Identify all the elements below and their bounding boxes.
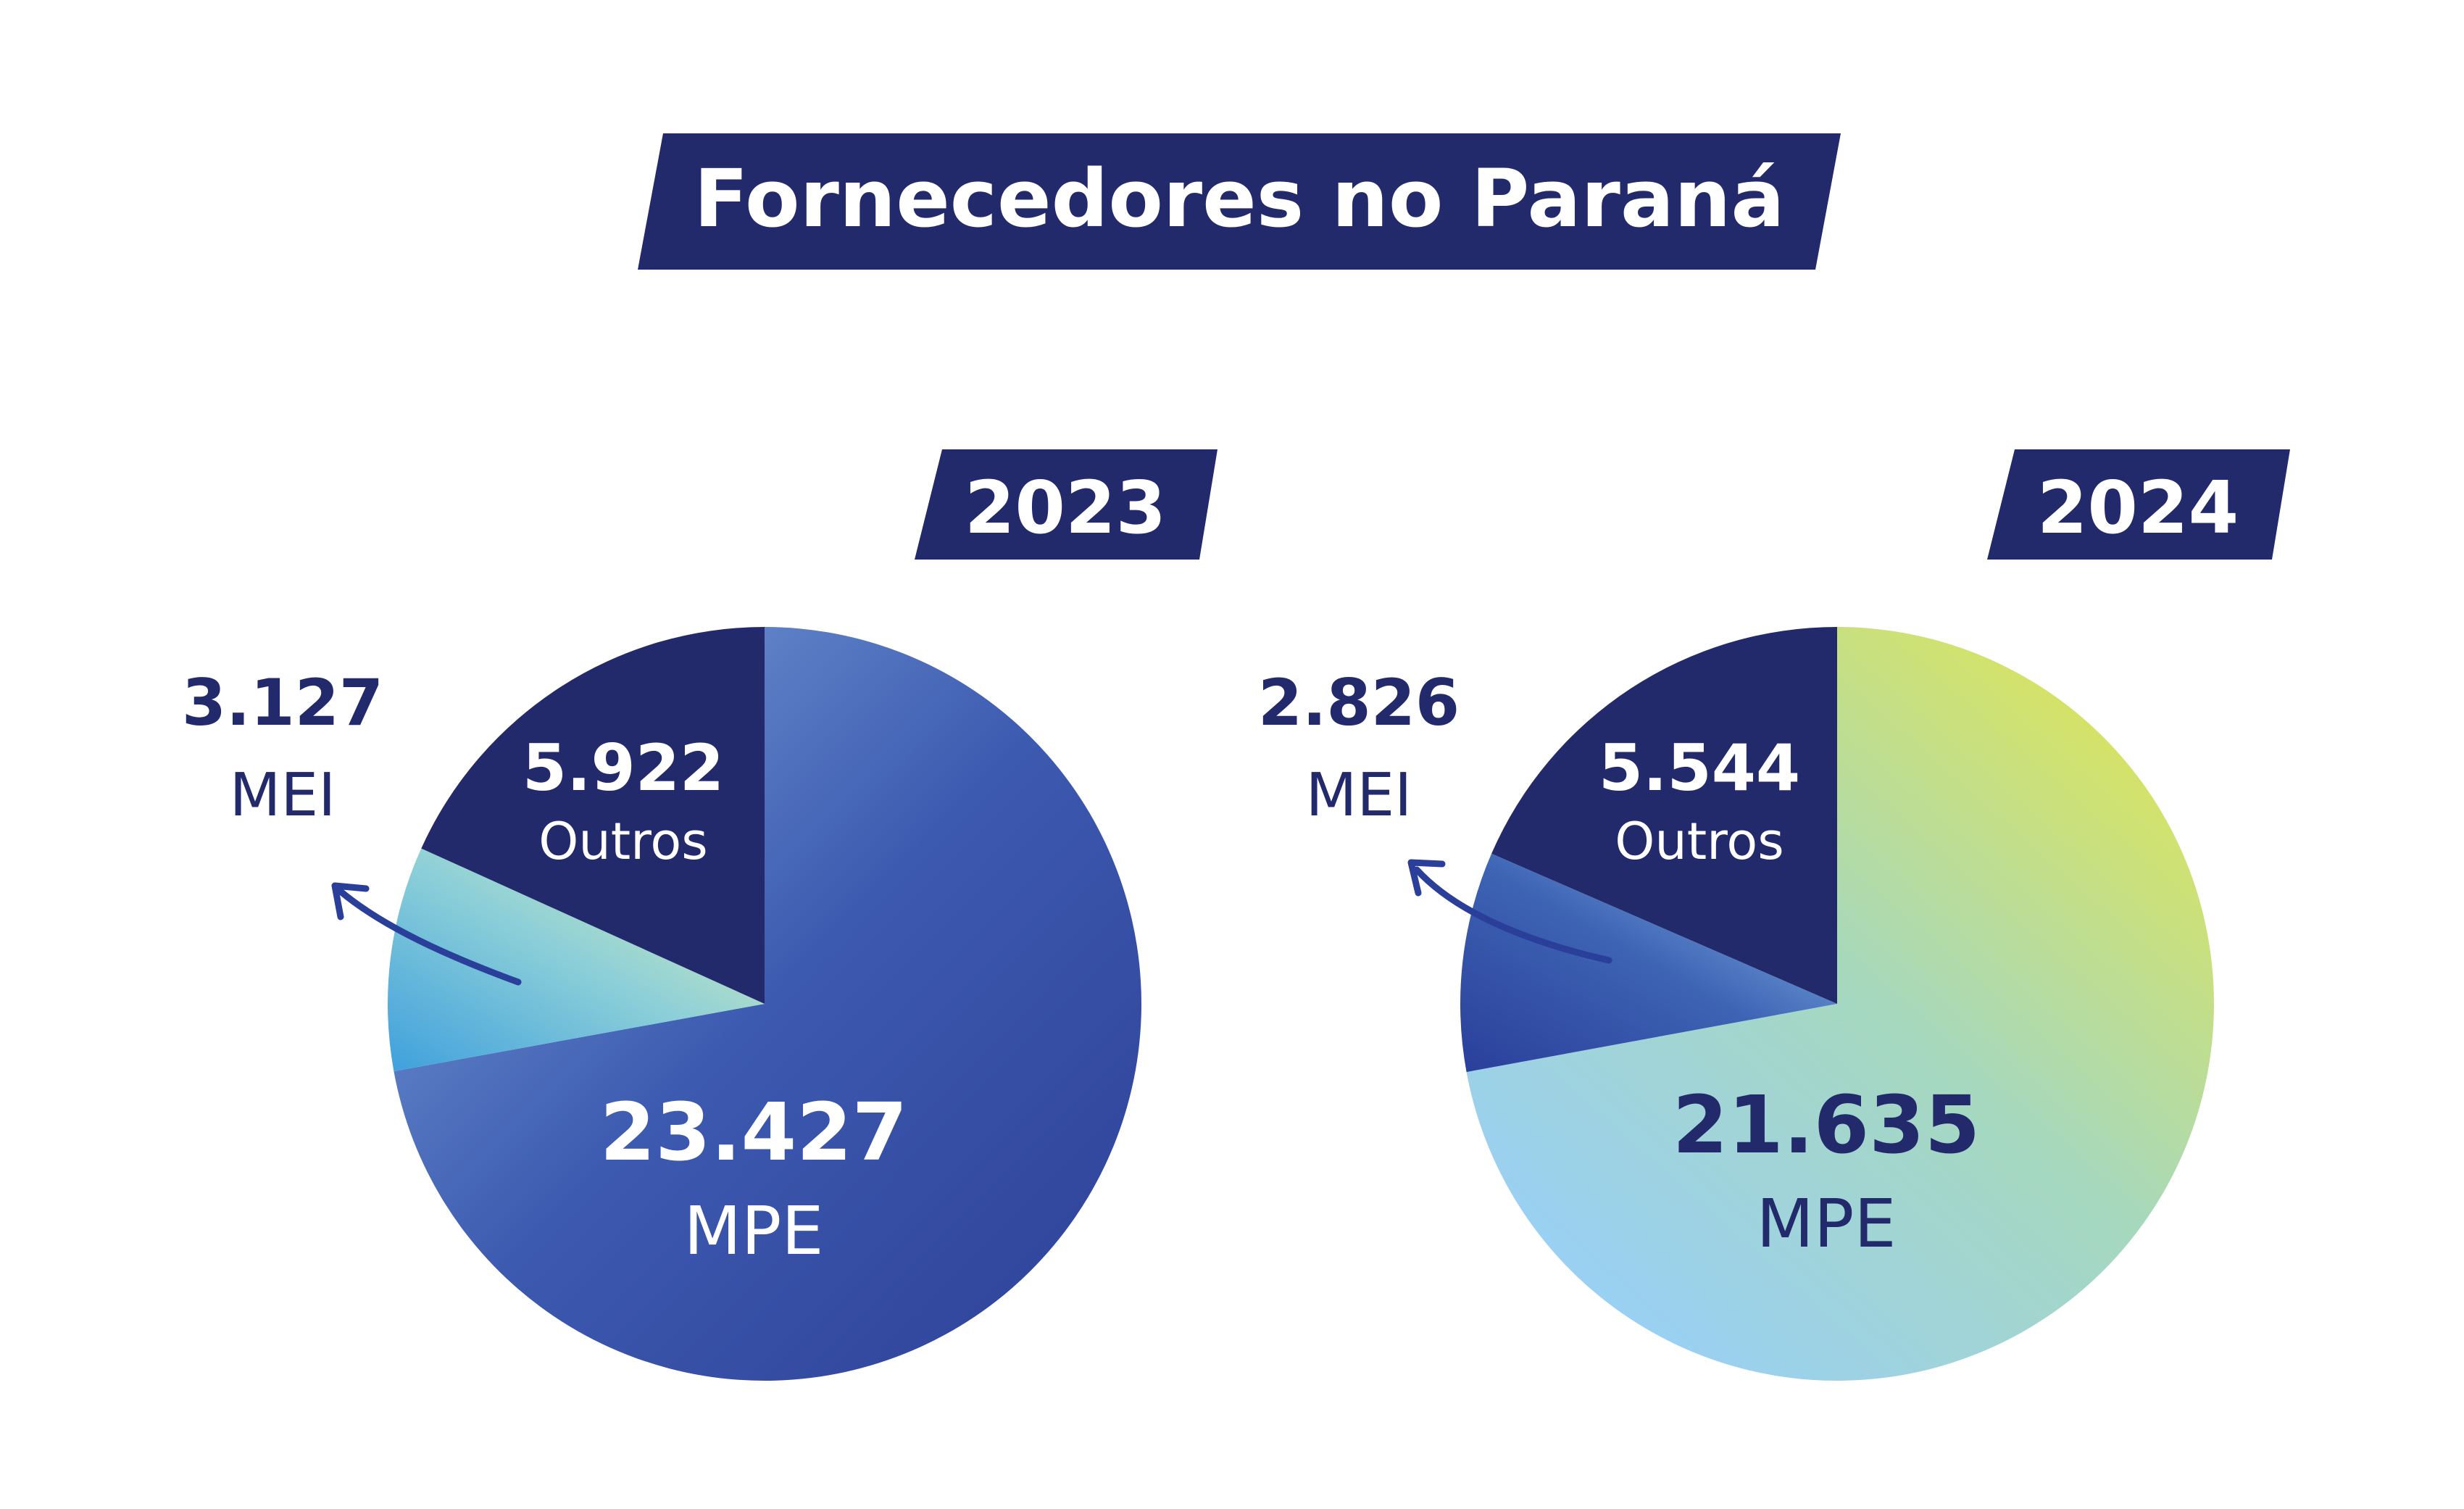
title-banner: Fornecedores no Paraná xyxy=(638,133,1841,270)
data-label-category-outros: Outros xyxy=(538,812,707,871)
pie-charts-group: 2023 23.427 MPE 3.127 MEI 5.922 Outros 2024 21.6… xyxy=(182,449,2290,1381)
data-label-category-mpe: MPE xyxy=(1757,1185,1897,1263)
mei-arrow-head xyxy=(331,882,370,920)
mei-arrow-head xyxy=(1407,859,1446,897)
data-label-value-mei: 3.127 xyxy=(182,665,383,740)
pie-slice-outros xyxy=(421,627,765,1004)
mei-arrow-line xyxy=(1413,866,1612,964)
year-banner: 2023 xyxy=(915,449,1218,560)
chart-title: Fornecedores no Paraná xyxy=(694,152,1784,245)
data-label-value-mpe: 23.427 xyxy=(600,1086,907,1178)
pie-slice-outros xyxy=(1491,627,1837,1004)
data-label-value-outros: 5.922 xyxy=(523,731,724,805)
title-banner-shape xyxy=(638,133,1841,270)
year-label: 2024 xyxy=(2037,465,2239,550)
pie-slice-mei xyxy=(1460,853,1837,1073)
year-banner-shape xyxy=(915,449,1218,560)
data-label-category-mei: MEI xyxy=(1306,761,1412,830)
pie-slice-mei xyxy=(388,848,765,1072)
pie-chart-2023: 2023 23.427 MPE 3.127 MEI 5.922 Outros xyxy=(182,449,1218,1381)
data-label-category-mpe: MPE xyxy=(684,1192,824,1270)
data-label-value-mei: 2.826 xyxy=(1258,665,1460,740)
data-label-category-outros: Outros xyxy=(1615,812,1784,871)
year-banner: 2024 xyxy=(1987,449,2290,560)
pie-slice-mpe xyxy=(394,627,1141,1381)
pie-slice-mpe xyxy=(1466,627,2214,1381)
data-label-category-mei: MEI xyxy=(230,761,336,830)
data-label-value-outros: 5.544 xyxy=(1599,731,1800,805)
mei-arrow-icon xyxy=(1407,859,1612,964)
year-banner-shape xyxy=(1987,449,2290,560)
mei-arrow-line xyxy=(337,888,522,986)
mei-arrow-icon xyxy=(331,882,522,986)
data-label-value-mpe: 21.635 xyxy=(1673,1078,1980,1171)
pie-chart-2024: 2024 21.635 MPE 2.826 MEI 5.544 Outros xyxy=(1258,449,2290,1381)
year-label: 2023 xyxy=(965,465,1166,550)
